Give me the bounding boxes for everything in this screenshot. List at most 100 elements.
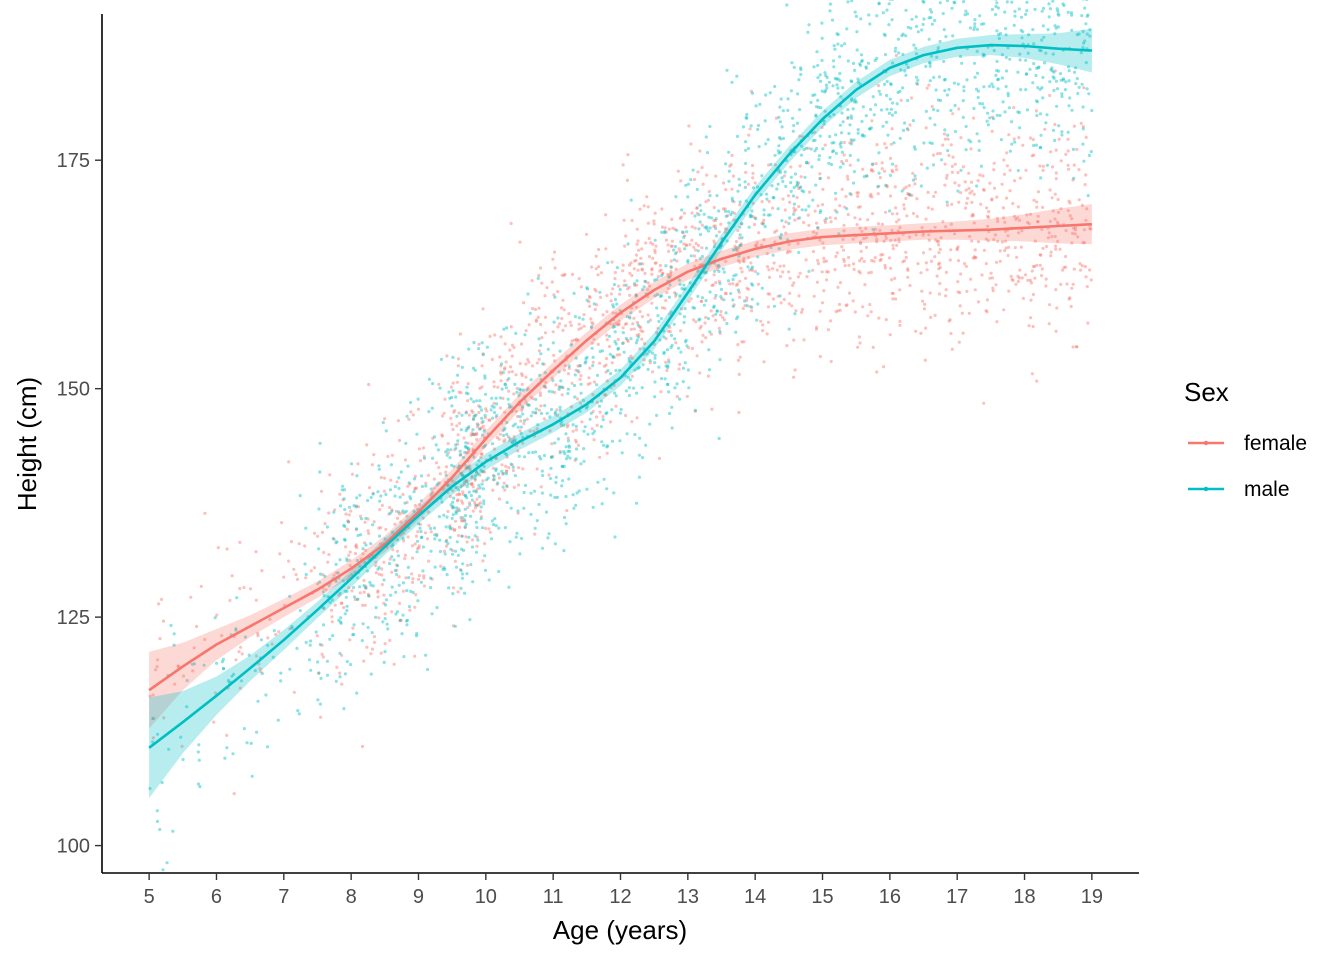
data-point-female (806, 146, 810, 150)
data-point-male (1056, 12, 1060, 16)
data-point-female (408, 608, 412, 612)
data-point-male (980, 22, 984, 26)
data-point-male (893, 110, 898, 115)
data-point-male (968, 26, 973, 30)
data-point-female (856, 191, 860, 195)
data-point-female (814, 327, 819, 331)
data-point-male (1081, 142, 1085, 146)
data-point-female (845, 174, 850, 178)
data-point-male (950, 6, 954, 10)
data-point-female (695, 206, 699, 210)
data-point-female (622, 218, 626, 222)
data-point-male (395, 572, 399, 577)
data-point-female (594, 254, 598, 258)
data-point-female (923, 358, 927, 362)
data-point-male (855, 30, 859, 34)
data-point-female (591, 360, 595, 364)
data-point-female (613, 270, 618, 275)
data-point-male (873, 103, 878, 107)
data-point-female (772, 261, 776, 265)
data-point-male (403, 501, 407, 505)
data-point-female (700, 246, 704, 250)
data-point-female (753, 181, 757, 185)
data-point-male (1048, 80, 1052, 84)
data-point-male (471, 417, 476, 421)
data-point-female (1041, 246, 1045, 250)
data-point-female (833, 208, 837, 212)
data-point-male (585, 286, 589, 290)
data-point-female (1014, 217, 1018, 221)
data-point-male (387, 561, 392, 566)
data-point-male (699, 209, 703, 213)
data-point-male (1006, 91, 1010, 95)
data-point-male (613, 340, 617, 344)
data-point-male (540, 491, 545, 495)
data-point-male (586, 432, 590, 436)
data-point-male (670, 405, 674, 409)
data-point-female (950, 164, 955, 168)
data-point-female (545, 286, 549, 290)
data-point-female (692, 318, 696, 322)
data-point-female (458, 421, 462, 425)
data-point-male (1053, 32, 1057, 36)
data-point-male (713, 269, 717, 273)
data-point-male (460, 365, 464, 369)
data-point-female (427, 524, 431, 528)
data-point-female (470, 442, 474, 446)
data-point-male (318, 702, 322, 706)
data-point-male (411, 590, 415, 595)
data-point-female (771, 297, 776, 301)
data-point-female (1082, 228, 1086, 232)
data-point-male (681, 230, 685, 234)
data-point-female (972, 116, 976, 120)
data-point-male (461, 473, 465, 478)
data-point-female (747, 287, 751, 291)
data-point-male (679, 350, 683, 354)
data-point-male (490, 396, 494, 400)
data-point-female (411, 580, 415, 585)
data-point-male (983, 53, 987, 57)
data-point-female (416, 507, 420, 511)
data-point-male (327, 584, 331, 588)
data-point-male (789, 189, 793, 193)
data-point-male (637, 365, 642, 369)
data-point-female (598, 455, 602, 459)
data-point-male (457, 488, 461, 492)
data-point-female (650, 272, 654, 276)
data-point-female (847, 263, 851, 267)
data-point-female (518, 429, 522, 433)
data-point-female (663, 226, 667, 230)
data-point-male (708, 124, 712, 129)
data-point-male (581, 398, 586, 403)
data-point-female (1077, 198, 1081, 202)
data-point-female (461, 492, 465, 496)
data-point-male (465, 385, 469, 389)
data-point-male (741, 125, 746, 129)
data-point-male (521, 435, 525, 439)
data-point-male (589, 411, 593, 415)
data-point-male (407, 481, 411, 485)
data-point-male (466, 392, 470, 396)
data-point-male (836, 91, 840, 96)
data-point-male (464, 391, 468, 395)
data-point-female (804, 258, 808, 262)
data-point-female (791, 283, 795, 287)
data-point-male (1086, 13, 1090, 17)
data-point-female (824, 259, 829, 263)
data-point-female (920, 226, 924, 230)
data-point-male (901, 128, 906, 132)
data-point-female (473, 503, 477, 507)
data-point-male (691, 168, 695, 172)
data-point-female (869, 270, 874, 274)
data-point-female (404, 576, 408, 580)
data-point-male (495, 402, 499, 406)
data-point-male (972, 27, 976, 32)
data-point-female (966, 196, 970, 200)
data-point-female (698, 149, 702, 153)
data-point-male (368, 580, 372, 584)
data-point-male (947, 87, 951, 92)
data-point-female (592, 380, 597, 384)
data-point-female (602, 364, 607, 368)
data-point-female (409, 410, 413, 414)
data-point-female (939, 236, 943, 240)
